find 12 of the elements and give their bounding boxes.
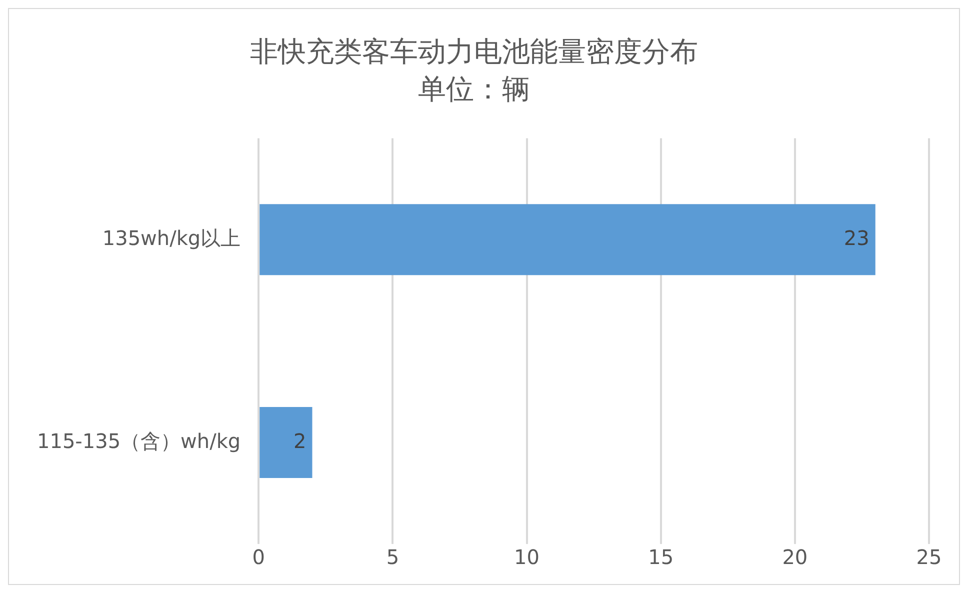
data-label: 23 <box>844 226 870 250</box>
x-tick-label: 5 <box>386 545 400 570</box>
x-tick-label: 25 <box>916 545 942 570</box>
chart-subtitle: 单位：辆 <box>418 72 530 106</box>
chart-title: 非快充类客车动力电池能量密度分布 <box>250 35 698 68</box>
data-label: 2 <box>294 428 306 453</box>
x-tick-label: 0 <box>252 545 265 570</box>
y-tick-label: 135wh/kg以上 <box>102 226 241 250</box>
x-tick-label: 15 <box>648 545 674 570</box>
y-tick-label: 115-135（含）wh/kg <box>36 428 241 453</box>
x-tick-label: 10 <box>514 545 540 570</box>
x-tick-label: 20 <box>782 545 808 570</box>
